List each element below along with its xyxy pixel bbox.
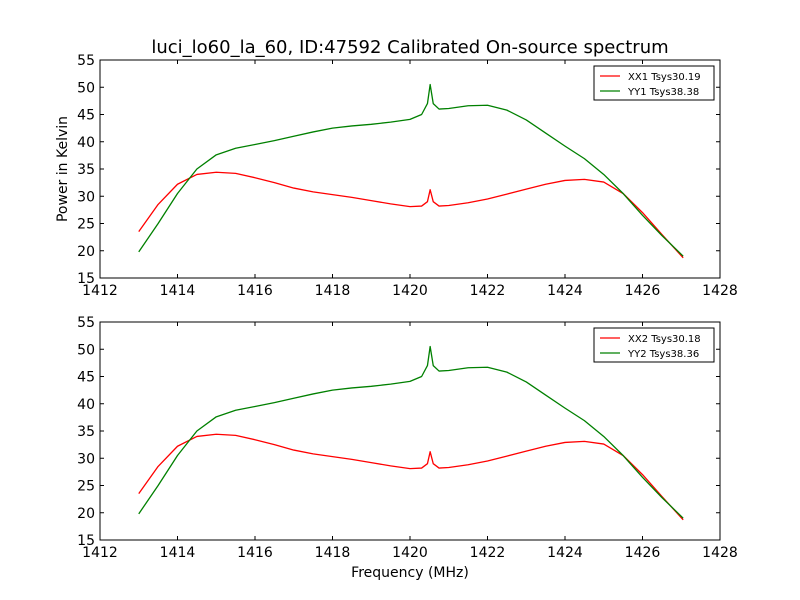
y-tick-label: 20 [77,244,95,260]
x-axis-label: Frequency (MHz) [351,565,469,581]
series-line-2 [138,345,684,519]
legend-box [593,327,715,363]
y-tick-label: 55 [77,53,95,69]
y-tick-label: 30 [77,189,95,205]
y-tick-label: 15 [77,533,95,549]
x-tick-label: 1416 [237,545,273,561]
x-tick-label: 1428 [702,283,738,299]
y-tick-label: 40 [77,135,95,151]
x-tick-label: 1420 [392,283,428,299]
y-tick-label: 35 [77,424,95,440]
y-tick-label: 40 [77,397,95,413]
y-tick-label: 20 [77,506,95,522]
x-tick-label: 1424 [547,545,583,561]
x-tick-label: 1416 [237,283,273,299]
legend: XX2 Tsys30.18 YY2 Tsys38.36 [593,327,715,363]
series-line-2 [138,83,684,257]
y-tick-label: 45 [77,108,95,124]
x-tick-label: 1424 [547,283,583,299]
y-tick-label: 50 [77,80,95,96]
chart-title: luci_lo60_la_60, ID:47592 Calibrated On-… [151,37,668,58]
y-tick-label: 30 [77,451,95,467]
legend-label: XX1 Tsys30.19 [628,72,701,83]
legend: XX1 Tsys30.19 YY1 Tsys38.38 [593,65,715,101]
y-tick-label: 55 [77,315,95,331]
y-tick-label: 25 [77,217,95,233]
x-tick-label: 1426 [625,545,661,561]
y-tick-label: 35 [77,162,95,178]
x-tick-label: 1426 [625,283,661,299]
y-tick-label: 45 [77,370,95,386]
x-tick-label: 1412 [82,545,118,561]
y-tick-label: 25 [77,479,95,495]
y-axis-label: Power in Kelvin [55,116,71,222]
x-tick-label: 1414 [160,545,196,561]
legend-label: YY2 Tsys38.36 [627,349,699,360]
y-tick-label: 15 [77,271,95,287]
x-tick-label: 1420 [392,545,428,561]
x-tick-label: 1422 [470,545,506,561]
y-tick-label: 50 [77,342,95,358]
x-tick-label: 1418 [315,545,351,561]
x-tick-label: 1418 [315,283,351,299]
bottom-panel: 1412 1414 1416 1418 1420 1422 1424 1426 1428 15 20… [77,315,738,561]
series-line-1 [138,171,684,259]
x-tick-label: 1412 [82,283,118,299]
legend-box [593,65,715,101]
x-tick-label: 1422 [470,283,506,299]
top-panel: 1412 1414 1416 1418 1420 1422 1424 1426 1428 15 20… [77,53,738,299]
x-tick-label: 1428 [702,545,738,561]
legend-label: XX2 Tsys30.18 [628,334,701,345]
x-tick-label: 1414 [160,283,196,299]
legend-label: YY1 Tsys38.38 [627,87,699,98]
series-line-1 [138,433,684,521]
